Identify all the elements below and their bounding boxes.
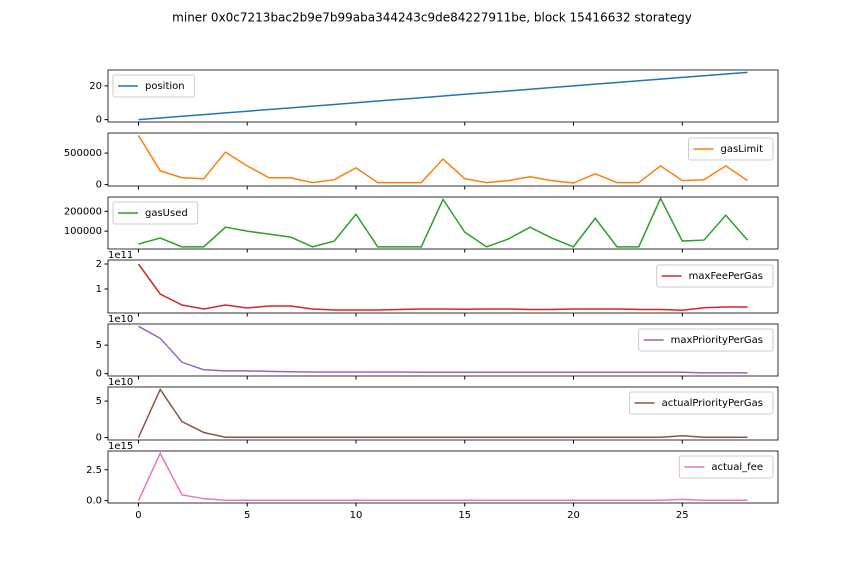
axes-frame (107, 386, 779, 441)
y-tick-label: 5 (96, 396, 102, 407)
legend-label: actualPriorityPerGas (662, 398, 763, 409)
data-line (137, 451, 748, 502)
legend-label: gasUsed (145, 208, 188, 219)
legend-label: maxFeePerGas (689, 271, 763, 282)
y-tick-label: 100000 (64, 226, 102, 237)
legend-box (629, 391, 774, 415)
data-line (137, 387, 748, 438)
x-tick-label: 10 (350, 510, 363, 521)
data-line (137, 263, 748, 312)
y-tick-label: 0.0 (86, 496, 102, 507)
legend-box (112, 201, 199, 225)
axes-frame (107, 450, 779, 504)
legend-label: actual_fee (711, 462, 763, 473)
offset-label: 1e10 (108, 314, 133, 325)
legend-box (112, 74, 196, 98)
y-tick-label: 5 (96, 340, 102, 351)
x-tick-label: 20 (567, 510, 580, 521)
legend-label: gasLimit (721, 144, 764, 155)
axes-frame (107, 259, 779, 314)
chart-title: miner 0x0c7213bac2b9e7b99aba344243c9de84… (172, 11, 692, 25)
legend-box (656, 264, 774, 288)
legend-label: maxPriorityPerGas (671, 335, 763, 346)
legend-label: position (145, 81, 185, 92)
legend-box (678, 455, 774, 479)
y-tick-label: 0 (96, 369, 102, 380)
x-tick-label: 25 (676, 510, 689, 521)
legend: maxPriorityPerGas (638, 328, 774, 352)
data-line (138, 325, 748, 374)
legend: maxFeePerGas (656, 264, 774, 288)
offset-label: 1e15 (108, 441, 133, 452)
y-tick-label: 0 (96, 180, 102, 191)
offset-label: 1e11 (108, 250, 133, 261)
legend: position (112, 74, 196, 98)
y-tick-label: 500000 (64, 148, 102, 159)
offset-label: 1e10 (108, 377, 133, 388)
legend-box (638, 328, 774, 352)
axes-frame (107, 323, 779, 377)
data-line (138, 71, 748, 121)
y-tick-label: 0 (96, 115, 102, 126)
y-tick-label: 2 (96, 259, 102, 270)
x-tick-label: 0 (135, 510, 141, 521)
legend: actual_fee (678, 455, 774, 479)
data-line (137, 134, 748, 184)
y-tick-label: 1 (96, 284, 102, 295)
data-line (138, 196, 749, 248)
legend: gasUsed (112, 201, 199, 225)
legend: gasLimit (688, 137, 774, 161)
axes-frame (107, 69, 779, 123)
legend: actualPriorityPerGas (629, 391, 774, 415)
y-tick-label: 200000 (64, 206, 102, 217)
x-tick-label: 15 (458, 510, 471, 521)
y-tick-label: 0 (96, 433, 102, 444)
legend-box (688, 137, 774, 161)
axes-frame (107, 196, 779, 250)
y-tick-label: 2.5 (86, 465, 102, 476)
axes-frame (107, 132, 779, 187)
y-tick-label: 20 (89, 81, 102, 92)
x-tick-label: 5 (244, 510, 250, 521)
